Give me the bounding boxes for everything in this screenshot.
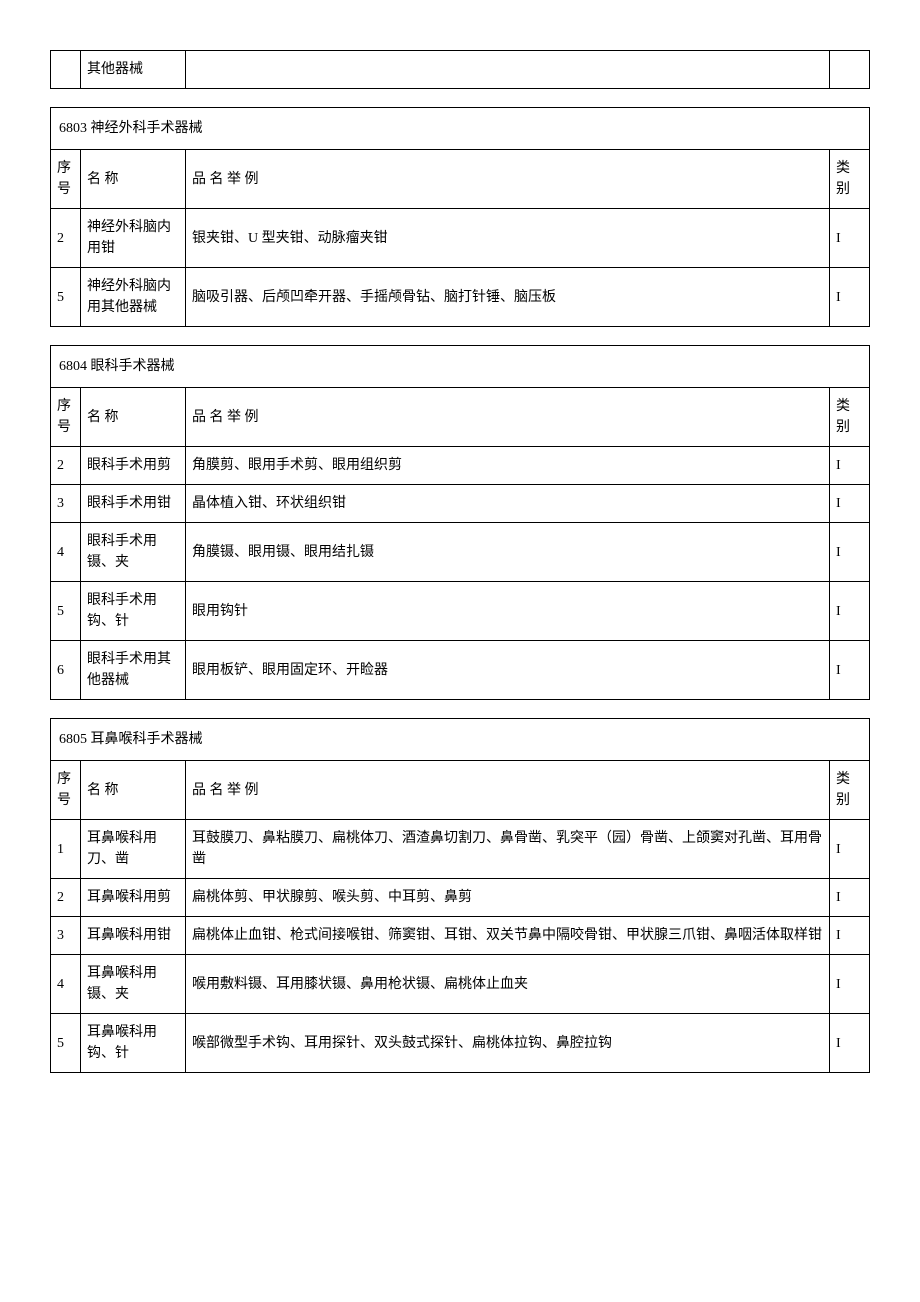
fragment-table: 其他器械 — [50, 50, 870, 89]
table-row: 4 耳鼻喉科用镊、夹 喉用敷料镊、耳用膝状镊、鼻用枪状镊、扁桃体止血夹 I — [51, 955, 870, 1014]
header-num: 序号 — [51, 761, 81, 820]
table-6805-wrapper: 6805 耳鼻喉科手术器械 序号 名 称 品 名 举 例 类别 1 耳鼻喉科用刀… — [50, 718, 870, 1073]
section-title-row: 6803 神经外科手术器械 — [51, 108, 870, 150]
table-row: 5 神经外科脑内用其他器械 脑吸引器、后颅凹牵开器、手摇颅骨钻、脑打针锤、脑压板… — [51, 268, 870, 327]
header-category: 类别 — [830, 761, 870, 820]
cell-name: 神经外科脑内用其他器械 — [81, 268, 186, 327]
section-title-row: 6805 耳鼻喉科手术器械 — [51, 719, 870, 761]
cell-category: I — [830, 1014, 870, 1073]
header-name: 名 称 — [81, 761, 186, 820]
cell-name: 眼科手术用镊、夹 — [81, 523, 186, 582]
cell-examples: 角膜剪、眼用手术剪、眼用组织剪 — [186, 447, 830, 485]
cell-name: 耳鼻喉科用镊、夹 — [81, 955, 186, 1014]
cell-name: 耳鼻喉科用剪 — [81, 879, 186, 917]
cell-name: 眼科手术用钩、针 — [81, 582, 186, 641]
cell-examples: 扁桃体止血钳、枪式间接喉钳、筛窦钳、耳钳、双关节鼻中隔咬骨钳、甲状腺三爪钳、鼻咽… — [186, 917, 830, 955]
table-row: 2 眼科手术用剪 角膜剪、眼用手术剪、眼用组织剪 I — [51, 447, 870, 485]
header-examples: 品 名 举 例 — [186, 388, 830, 447]
fragment-table-wrapper: 其他器械 — [50, 50, 870, 89]
section-title: 6803 神经外科手术器械 — [51, 108, 870, 150]
cell-num: 2 — [51, 447, 81, 485]
cell-category: I — [830, 820, 870, 879]
table-row: 4 眼科手术用镊、夹 角膜镊、眼用镊、眼用结扎镊 I — [51, 523, 870, 582]
cell-category: I — [830, 955, 870, 1014]
header-row: 序号 名 称 品 名 举 例 类别 — [51, 761, 870, 820]
cell-category: I — [830, 879, 870, 917]
cell-num: 5 — [51, 582, 81, 641]
cell-name: 其他器械 — [81, 51, 186, 89]
table-row: 5 眼科手术用钩、针 眼用钩针 I — [51, 582, 870, 641]
cell-category: I — [830, 917, 870, 955]
cell-num: 4 — [51, 955, 81, 1014]
cell-category: I — [830, 641, 870, 700]
cell-name: 耳鼻喉科用钩、针 — [81, 1014, 186, 1073]
table-6804: 6804 眼科手术器械 序号 名 称 品 名 举 例 类别 2 眼科手术用剪 角… — [50, 345, 870, 700]
cell-num: 1 — [51, 820, 81, 879]
cell-examples: 喉部微型手术钩、耳用探针、双头鼓式探针、扁桃体拉钩、鼻腔拉钩 — [186, 1014, 830, 1073]
cell-category: I — [830, 209, 870, 268]
table-row: 1 耳鼻喉科用刀、凿 耳鼓膜刀、鼻粘膜刀、扁桃体刀、酒渣鼻切割刀、鼻骨凿、乳突平… — [51, 820, 870, 879]
cell-category: I — [830, 485, 870, 523]
cell-name: 神经外科脑内用钳 — [81, 209, 186, 268]
cell-num: 2 — [51, 879, 81, 917]
table-row: 2 耳鼻喉科用剪 扁桃体剪、甲状腺剪、喉头剪、中耳剪、鼻剪 I — [51, 879, 870, 917]
header-name: 名 称 — [81, 150, 186, 209]
table-row: 3 耳鼻喉科用钳 扁桃体止血钳、枪式间接喉钳、筛窦钳、耳钳、双关节鼻中隔咬骨钳、… — [51, 917, 870, 955]
header-row: 序号 名 称 品 名 举 例 类别 — [51, 388, 870, 447]
cell-examples: 晶体植入钳、环状组织钳 — [186, 485, 830, 523]
cell-name: 眼科手术用钳 — [81, 485, 186, 523]
cell-category — [830, 51, 870, 89]
cell-examples: 眼用钩针 — [186, 582, 830, 641]
section-title-row: 6804 眼科手术器械 — [51, 346, 870, 388]
cell-num: 3 — [51, 485, 81, 523]
cell-num: 4 — [51, 523, 81, 582]
cell-examples: 眼用板铲、眼用固定环、开睑器 — [186, 641, 830, 700]
cell-category: I — [830, 447, 870, 485]
cell-category: I — [830, 523, 870, 582]
header-num: 序号 — [51, 150, 81, 209]
cell-name: 耳鼻喉科用刀、凿 — [81, 820, 186, 879]
cell-num: 2 — [51, 209, 81, 268]
cell-category: I — [830, 268, 870, 327]
cell-examples: 耳鼓膜刀、鼻粘膜刀、扁桃体刀、酒渣鼻切割刀、鼻骨凿、乳突平（园）骨凿、上颌窦对孔… — [186, 820, 830, 879]
header-row: 序号 名 称 品 名 举 例 类别 — [51, 150, 870, 209]
header-examples: 品 名 举 例 — [186, 761, 830, 820]
table-6803: 6803 神经外科手术器械 序号 名 称 品 名 举 例 类别 2 神经外科脑内… — [50, 107, 870, 327]
header-category: 类别 — [830, 388, 870, 447]
cell-num: 3 — [51, 917, 81, 955]
cell-num: 5 — [51, 268, 81, 327]
cell-examples: 脑吸引器、后颅凹牵开器、手摇颅骨钻、脑打针锤、脑压板 — [186, 268, 830, 327]
header-name: 名 称 — [81, 388, 186, 447]
cell-examples — [186, 51, 830, 89]
cell-num: 5 — [51, 1014, 81, 1073]
cell-num: 6 — [51, 641, 81, 700]
table-row: 2 神经外科脑内用钳 银夹钳、U 型夹钳、动脉瘤夹钳 I — [51, 209, 870, 268]
cell-examples: 扁桃体剪、甲状腺剪、喉头剪、中耳剪、鼻剪 — [186, 879, 830, 917]
cell-name: 眼科手术用其他器械 — [81, 641, 186, 700]
section-title: 6804 眼科手术器械 — [51, 346, 870, 388]
table-6805: 6805 耳鼻喉科手术器械 序号 名 称 品 名 举 例 类别 1 耳鼻喉科用刀… — [50, 718, 870, 1073]
table-6803-wrapper: 6803 神经外科手术器械 序号 名 称 品 名 举 例 类别 2 神经外科脑内… — [50, 107, 870, 327]
table-row: 3 眼科手术用钳 晶体植入钳、环状组织钳 I — [51, 485, 870, 523]
table-row: 其他器械 — [51, 51, 870, 89]
cell-name: 眼科手术用剪 — [81, 447, 186, 485]
cell-category: I — [830, 582, 870, 641]
cell-examples: 银夹钳、U 型夹钳、动脉瘤夹钳 — [186, 209, 830, 268]
section-title: 6805 耳鼻喉科手术器械 — [51, 719, 870, 761]
cell-name: 耳鼻喉科用钳 — [81, 917, 186, 955]
header-num: 序号 — [51, 388, 81, 447]
header-category: 类别 — [830, 150, 870, 209]
cell-examples: 喉用敷料镊、耳用膝状镊、鼻用枪状镊、扁桃体止血夹 — [186, 955, 830, 1014]
table-row: 6 眼科手术用其他器械 眼用板铲、眼用固定环、开睑器 I — [51, 641, 870, 700]
table-row: 5 耳鼻喉科用钩、针 喉部微型手术钩、耳用探针、双头鼓式探针、扁桃体拉钩、鼻腔拉… — [51, 1014, 870, 1073]
cell-num — [51, 51, 81, 89]
cell-examples: 角膜镊、眼用镊、眼用结扎镊 — [186, 523, 830, 582]
header-examples: 品 名 举 例 — [186, 150, 830, 209]
table-6804-wrapper: 6804 眼科手术器械 序号 名 称 品 名 举 例 类别 2 眼科手术用剪 角… — [50, 345, 870, 700]
